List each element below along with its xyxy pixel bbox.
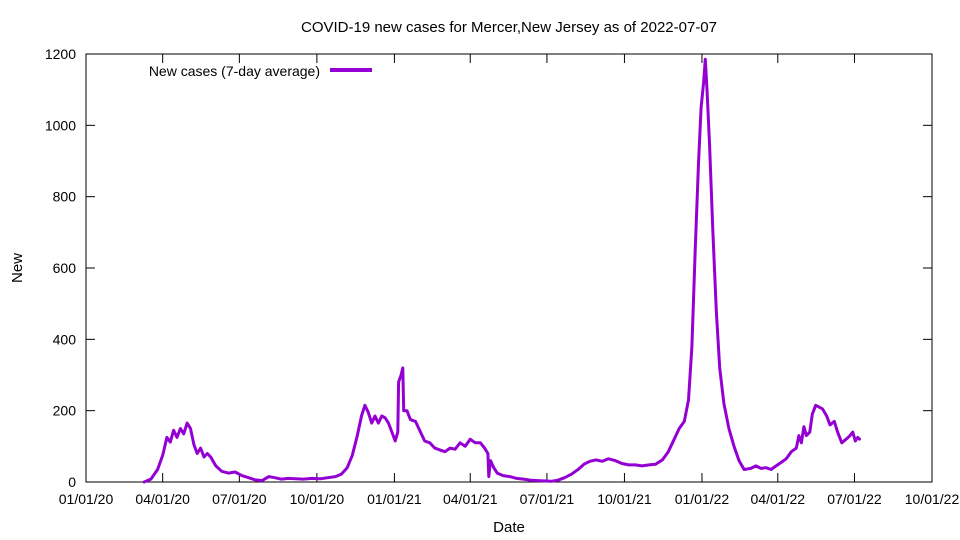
chart-title: COVID-19 new cases for Mercer,New Jersey… bbox=[301, 19, 717, 36]
x-tick-label: 04/01/22 bbox=[751, 491, 806, 507]
x-axis: 01/01/20 04/01/20 07/01/20 10/01/20 01/01/21… bbox=[59, 54, 960, 507]
x-tick-label: 04/01/20 bbox=[135, 491, 190, 507]
legend-label: New cases (7-day average) bbox=[149, 63, 320, 79]
y-tick-label: 0 bbox=[68, 474, 76, 490]
y-tick-label: 200 bbox=[53, 403, 77, 419]
y-axis: 0 200 400 600 800 1000 1200 bbox=[45, 46, 932, 490]
x-tick-label: 04/01/21 bbox=[443, 491, 498, 507]
y-tick-label: 800 bbox=[53, 189, 77, 205]
x-tick-label: 07/01/20 bbox=[212, 491, 267, 507]
x-tick-label: 07/01/21 bbox=[520, 491, 575, 507]
legend: New cases (7-day average) bbox=[149, 63, 372, 79]
y-axis-label: New bbox=[9, 253, 26, 283]
x-tick-label: 10/01/20 bbox=[290, 491, 345, 507]
y-tick-label: 1000 bbox=[45, 117, 76, 133]
x-tick-label: 01/01/21 bbox=[367, 491, 422, 507]
y-tick-label: 600 bbox=[53, 260, 77, 276]
x-tick-label: 01/01/20 bbox=[59, 491, 114, 507]
x-tick-label: 10/01/22 bbox=[905, 491, 960, 507]
plot-frame bbox=[85, 53, 933, 483]
x-tick-label: 01/01/22 bbox=[675, 491, 730, 507]
x-tick-label: 10/01/21 bbox=[597, 491, 652, 507]
y-tick-label: 1200 bbox=[45, 46, 76, 62]
y-tick-label: 400 bbox=[53, 331, 77, 347]
series-layer bbox=[142, 57, 861, 484]
x-tick-label: 07/01/22 bbox=[827, 491, 882, 507]
x-axis-label: Date bbox=[493, 519, 525, 536]
series-line bbox=[142, 57, 861, 484]
